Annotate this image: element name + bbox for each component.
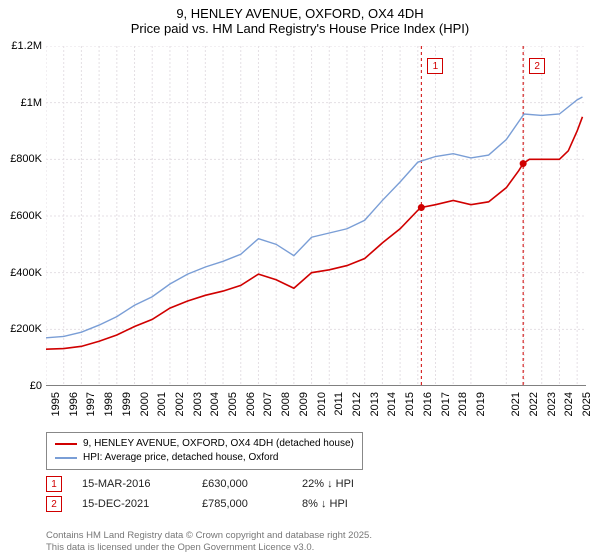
- title-block: 9, HENLEY AVENUE, OXFORD, OX4 4DH Price …: [0, 0, 600, 36]
- x-tick-label: 1995: [50, 392, 62, 416]
- y-tick-label: £800K: [10, 153, 42, 165]
- x-tick-label: 2024: [563, 392, 575, 416]
- legend-swatch-red: [55, 443, 77, 445]
- x-tick-label: 1996: [68, 392, 80, 416]
- x-tick-label: 2018: [457, 392, 469, 416]
- x-tick-label: 2023: [546, 392, 558, 416]
- y-tick-label: £600K: [10, 210, 42, 222]
- legend-item-price-paid: 9, HENLEY AVENUE, OXFORD, OX4 4DH (detac…: [55, 437, 354, 451]
- y-tick-label: £1M: [21, 97, 42, 109]
- x-tick-label: 2004: [209, 392, 221, 416]
- x-tick-label: 2009: [298, 392, 310, 416]
- datapoint-row-2: 2 15-DEC-2021 £785,000 8% ↓ HPI: [46, 496, 392, 512]
- datapoint-date-2: 15-DEC-2021: [82, 498, 182, 510]
- x-tick-label: 2012: [351, 392, 363, 416]
- y-tick-label: £0: [30, 380, 42, 392]
- x-tick-label: 2010: [316, 392, 328, 416]
- x-tick-label: 2000: [139, 392, 151, 416]
- x-tick-label: 1999: [121, 392, 133, 416]
- x-tick-label: 2019: [475, 392, 487, 416]
- x-tick-label: 2016: [422, 392, 434, 416]
- line-chart: [46, 46, 586, 386]
- datapoint-price-2: £785,000: [202, 498, 282, 510]
- title-subtitle: Price paid vs. HM Land Registry's House …: [0, 21, 600, 36]
- legend-item-hpi: HPI: Average price, detached house, Oxfo…: [55, 451, 354, 465]
- datapoint-row-1: 1 15-MAR-2016 £630,000 22% ↓ HPI: [46, 476, 392, 492]
- x-tick-label: 1997: [85, 392, 97, 416]
- footer-line1: Contains HM Land Registry data © Crown c…: [46, 530, 372, 542]
- x-tick-label: 2003: [192, 392, 204, 416]
- y-tick-label: £1.2M: [11, 40, 42, 52]
- x-tick-label: 2014: [386, 392, 398, 416]
- chart-marker-label: 2: [529, 58, 545, 74]
- x-tick-label: 2005: [227, 392, 239, 416]
- footer-attribution: Contains HM Land Registry data © Crown c…: [46, 530, 372, 554]
- legend-label-price-paid: 9, HENLEY AVENUE, OXFORD, OX4 4DH (detac…: [83, 437, 354, 451]
- chart-marker-label: 1: [427, 58, 443, 74]
- x-tick-label: 2015: [404, 392, 416, 416]
- x-tick-label: 2013: [369, 392, 381, 416]
- title-address: 9, HENLEY AVENUE, OXFORD, OX4 4DH: [0, 6, 600, 21]
- y-tick-label: £200K: [10, 323, 42, 335]
- datapoint-table: 1 15-MAR-2016 £630,000 22% ↓ HPI 2 15-DE…: [46, 476, 392, 516]
- x-tick-label: 2025: [581, 392, 593, 416]
- x-tick-label: 2007: [262, 392, 274, 416]
- legend: 9, HENLEY AVENUE, OXFORD, OX4 4DH (detac…: [46, 432, 363, 470]
- x-tick-label: 2006: [245, 392, 257, 416]
- datapoint-marker-1: 1: [46, 476, 62, 492]
- y-tick-label: £400K: [10, 267, 42, 279]
- datapoint-price-1: £630,000: [202, 478, 282, 490]
- x-tick-label: 2001: [156, 392, 168, 416]
- chart-container: 9, HENLEY AVENUE, OXFORD, OX4 4DH Price …: [0, 0, 600, 560]
- footer-line2: This data is licensed under the Open Gov…: [46, 542, 372, 554]
- x-tick-label: 2002: [174, 392, 186, 416]
- x-tick-label: 2008: [280, 392, 292, 416]
- datapoint-delta-1: 22% ↓ HPI: [302, 478, 392, 490]
- datapoint-marker-2: 2: [46, 496, 62, 512]
- x-tick-label: 1998: [103, 392, 115, 416]
- legend-swatch-blue: [55, 457, 77, 459]
- datapoint-date-1: 15-MAR-2016: [82, 478, 182, 490]
- x-tick-label: 2017: [440, 392, 452, 416]
- legend-label-hpi: HPI: Average price, detached house, Oxfo…: [83, 451, 279, 465]
- datapoint-delta-2: 8% ↓ HPI: [302, 498, 392, 510]
- x-tick-label: 2022: [528, 392, 540, 416]
- x-tick-label: 2011: [333, 392, 345, 416]
- x-tick-label: 2021: [510, 392, 522, 416]
